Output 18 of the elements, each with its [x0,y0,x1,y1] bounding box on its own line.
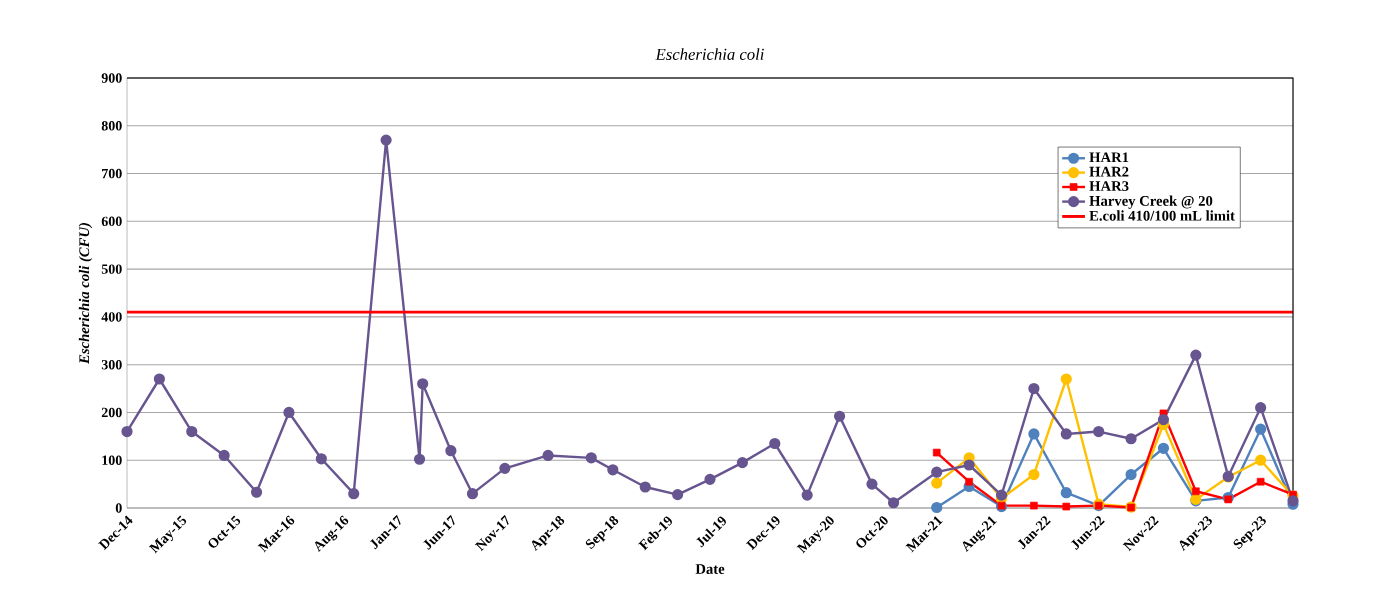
y-tick-label: 0 [115,503,122,513]
chart-title: Escherichia coli [655,48,764,60]
y-tick-label: 100 [102,455,122,465]
y-tick-label: 400 [101,312,122,322]
legend-label: HAR2 [1089,166,1129,177]
y-tick-label: 600 [101,216,122,227]
legend-label: HAR3 [1089,181,1129,191]
y-tick-label: 900 [101,73,122,83]
legend-label: HAR1 [1089,152,1129,163]
y-tick-label: 700 [102,168,122,179]
legend-label: Harvey Creek @ 20 [1089,195,1213,209]
y-tick-label: 200 [101,407,122,418]
y-axis-title: Escherichia coli (CFU) [78,223,93,364]
legend-label: E.coli 410/100 mL limit [1089,210,1235,221]
y-tick-label: 800 [101,121,122,131]
y-tick-label: 300 [101,359,122,370]
x-axis-title: Date [695,564,725,574]
y-tick-label: 500 [101,264,122,274]
